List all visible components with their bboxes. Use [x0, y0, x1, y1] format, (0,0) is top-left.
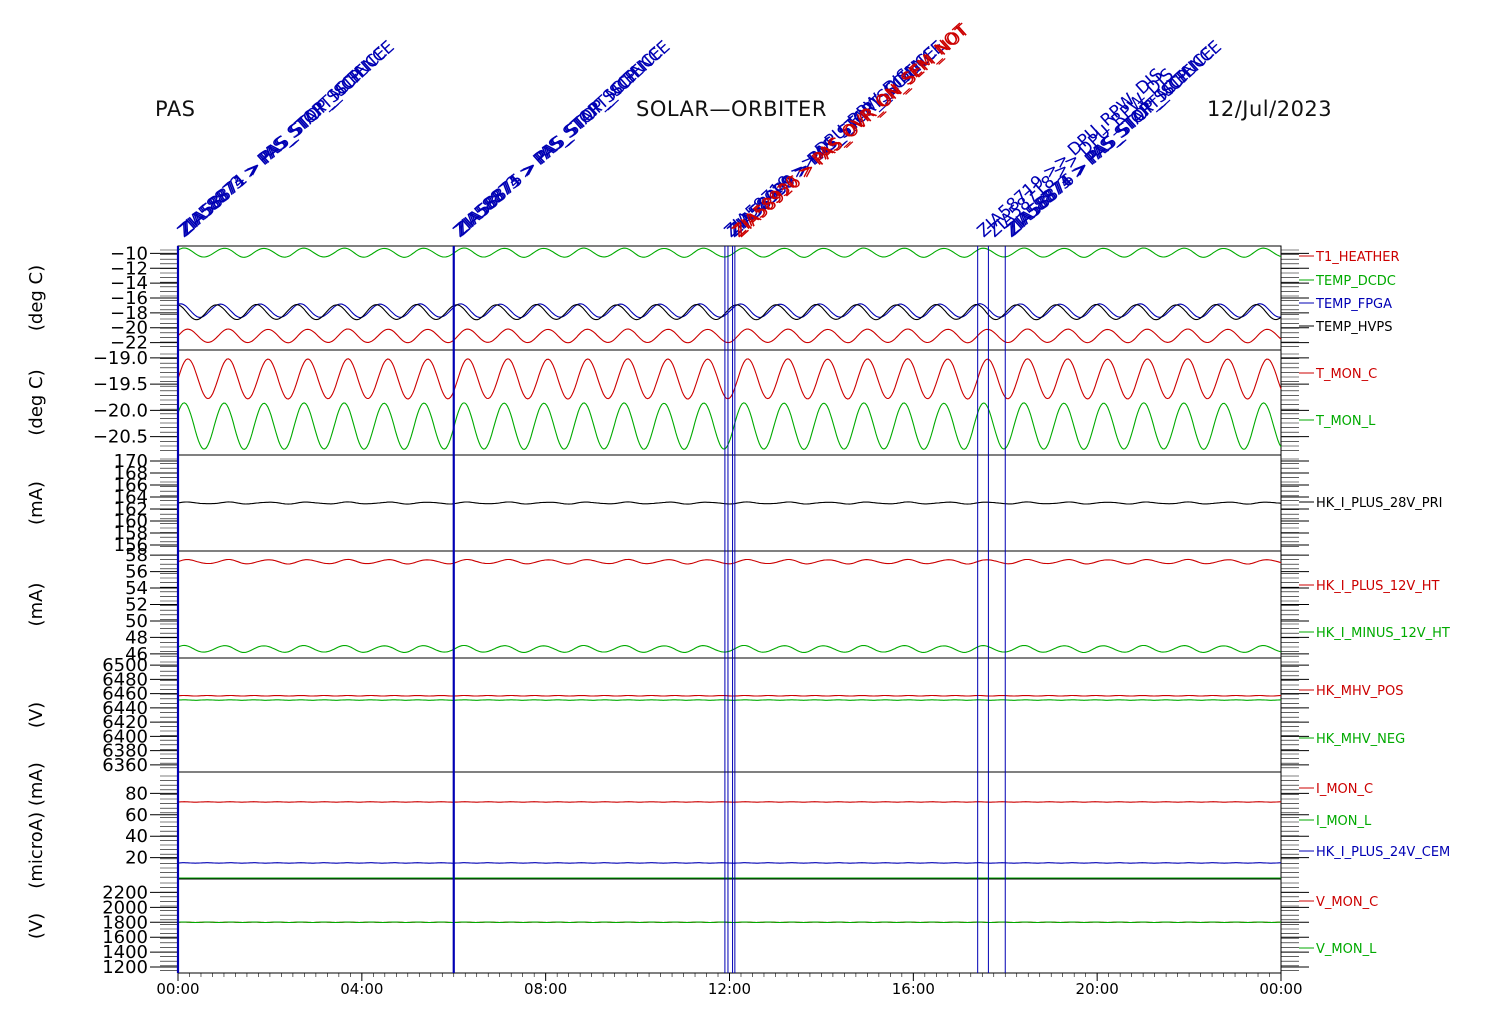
y-tick-label: 1800	[102, 912, 148, 933]
series-line	[177, 303, 1282, 321]
legend-label: HK_MHV_POS	[1316, 684, 1404, 699]
panel-frame	[177, 550, 1282, 659]
y-tick-label: 2200	[102, 882, 148, 903]
y-tick-label: 6480	[102, 669, 148, 690]
y-tick-label: 80	[125, 783, 148, 804]
legend-label: I_MON_L	[1316, 814, 1372, 829]
y-tick-label: −19.5	[93, 374, 148, 395]
series-line	[177, 402, 1282, 451]
panel-frame	[177, 657, 1282, 773]
y-tick-label: 58	[125, 545, 148, 566]
y-tick-label: 6500	[102, 655, 148, 676]
y-tick-label: 56	[125, 562, 148, 583]
y-tick-label: 2000	[102, 897, 148, 918]
legend-label: TEMP_HVPS	[1315, 320, 1392, 335]
y-tick-label: 52	[125, 595, 148, 616]
event-label: ZIA58871 > PAS_STOP_MCP	[177, 66, 367, 240]
y-tick-label: 20	[125, 848, 148, 869]
legend-label: HK_I_PLUS_24V_CEM	[1316, 845, 1450, 860]
y-tick-label: −22	[110, 333, 148, 354]
y-tick-label: 160	[114, 511, 148, 532]
y-tick-label: −10	[110, 243, 148, 264]
legend-label: TEMP_DCDC	[1315, 274, 1396, 289]
series-line	[177, 699, 1282, 701]
series-line	[177, 501, 1282, 505]
y-tick-label: 158	[114, 523, 148, 544]
y-tick-label: 54	[125, 578, 148, 599]
y-tick-label: 6420	[102, 712, 148, 733]
y-tick-label: 6360	[102, 755, 148, 776]
panel-frame	[177, 349, 1282, 456]
event-label: ZIA58926 > PAS_OVR_ON_SEM_NOT	[731, 20, 974, 242]
y-tick-label: 6440	[102, 698, 148, 719]
y-axis-label: (mA)	[26, 481, 47, 525]
series-line	[177, 247, 1282, 258]
y-tick-label: 166	[114, 475, 148, 496]
legend-label: T1_HEATHER	[1315, 250, 1400, 265]
y-tick-label: 168	[114, 463, 148, 484]
series-line	[177, 328, 1282, 344]
y-tick-label: 60	[125, 805, 148, 826]
y-tick-label: −18	[110, 303, 148, 324]
y-tick-label: 1600	[102, 927, 148, 948]
date-label: 12/Jul/2023	[1207, 97, 1333, 121]
mission-label: SOLAR—ORBITER	[636, 97, 827, 121]
y-tick-label: 6460	[102, 684, 148, 705]
legend-label: T_MON_C	[1315, 367, 1377, 382]
series-line	[177, 303, 1282, 319]
y-tick-label: 50	[125, 611, 148, 632]
series-line	[177, 644, 1282, 654]
y-axis-label: (V)	[26, 702, 47, 728]
event-label: ZIA58875 > PAS_STOP_MCP	[453, 66, 643, 240]
legend-label: HK_I_PLUS_28V_PRI	[1316, 496, 1442, 511]
x-tick-label: 00:00	[156, 980, 199, 998]
y-tick-label: −20.5	[93, 427, 148, 448]
y-axis-label: (deg C)	[26, 369, 47, 435]
y-tick-label: 1400	[102, 942, 148, 963]
y-tick-label: −20.0	[93, 400, 148, 421]
y-tick-label: 46	[125, 644, 148, 665]
y-axis-label: (mA)	[26, 583, 47, 627]
y-tick-label: −12	[110, 258, 148, 279]
legend-label: TEMP_FPGA	[1315, 297, 1392, 312]
x-tick-label: 00:00	[1259, 980, 1302, 998]
legend-label: V_MON_C	[1316, 895, 1378, 910]
y-tick-label: 164	[114, 487, 148, 508]
x-tick-label: 04:00	[340, 980, 383, 998]
panel-frame	[177, 878, 1282, 974]
series-line	[177, 801, 1281, 803]
event-label: ZIA58876 > PAS_STOP_MCP	[1004, 66, 1194, 240]
legend-label: I_MON_C	[1316, 782, 1373, 797]
y-tick-label: 170	[114, 451, 148, 472]
instrument-label: PAS	[155, 97, 196, 121]
y-tick-label: 1200	[102, 957, 148, 978]
y-tick-label: −20	[110, 318, 148, 339]
series-line	[177, 558, 1282, 565]
legend-label: T_MON_L	[1315, 414, 1376, 429]
y-tick-label: 40	[125, 826, 148, 847]
y-tick-label: 162	[114, 499, 148, 520]
legend-label: HK_I_PLUS_12V_HT	[1316, 579, 1440, 594]
y-tick-label: 6380	[102, 741, 148, 762]
legend-label: V_MON_L	[1316, 942, 1377, 957]
legend-label: HK_I_MINUS_12V_HT	[1316, 626, 1450, 641]
y-tick-label: −16	[110, 288, 148, 309]
y-axis-label: (deg C)	[26, 265, 47, 331]
y-tick-label: 6400	[102, 726, 148, 747]
x-tick-label: 08:00	[524, 980, 567, 998]
y-tick-label: 48	[125, 627, 148, 648]
series-line	[177, 694, 1281, 697]
y-axis-label: (microA) (mA)	[26, 762, 47, 888]
x-tick-label: 16:00	[892, 980, 935, 998]
series-line	[177, 358, 1282, 400]
legend-label: HK_MHV_NEG	[1316, 732, 1405, 747]
y-axis-label: (V)	[26, 913, 47, 939]
series-line	[177, 862, 1281, 864]
y-tick-label: −14	[110, 273, 148, 294]
y-tick-label: 156	[114, 535, 148, 556]
x-tick-label: 12:00	[708, 980, 751, 998]
x-tick-label: 20:00	[1076, 980, 1119, 998]
y-tick-label: −19.0	[93, 348, 148, 369]
